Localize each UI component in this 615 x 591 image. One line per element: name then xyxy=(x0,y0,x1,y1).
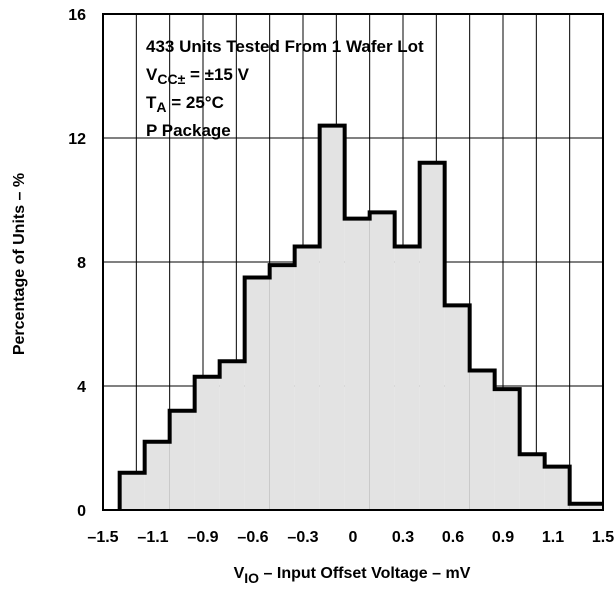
histogram-bar xyxy=(444,305,470,510)
histogram-bar xyxy=(394,246,420,510)
histogram-bar xyxy=(269,265,295,510)
histogram-bar xyxy=(119,472,145,510)
y-axis-label: Percentage of Units – % xyxy=(11,173,28,355)
x-tick-label: –0.6 xyxy=(237,529,268,546)
histogram-bar xyxy=(344,218,370,510)
y-axis-ticks: 0 4 8 12 16 xyxy=(68,7,86,520)
plot-frame xyxy=(102,13,604,511)
histogram-bar xyxy=(169,410,195,510)
y-tick-label: 16 xyxy=(68,7,86,24)
y-tick-label: 8 xyxy=(77,255,86,272)
histogram-bar xyxy=(369,212,395,510)
histogram-outline xyxy=(117,123,603,510)
histogram-bar xyxy=(144,441,170,510)
histogram-bar xyxy=(219,361,245,510)
x-tick-label: 0 xyxy=(349,529,358,546)
x-axis-ticks: –1.5 –1.1 –0.9 –0.6 –0.3 0 0.3 0.6 0.9 1.1 1.5 xyxy=(87,529,614,546)
x-tick-label: –0.3 xyxy=(287,529,318,546)
x-tick-label: 1.1 xyxy=(542,529,564,546)
y-tick-label: 4 xyxy=(77,379,86,396)
x-tick-label: 0.9 xyxy=(492,529,514,546)
histogram-bar xyxy=(494,389,520,510)
x-tick-label: –1.1 xyxy=(137,529,168,546)
histogram-bar xyxy=(544,466,570,510)
histogram-bar xyxy=(519,454,545,510)
histogram-bar xyxy=(569,503,603,510)
x-tick-label: 0.3 xyxy=(392,529,414,546)
x-tick-label: –1.5 xyxy=(87,529,118,546)
y-tick-label: 0 xyxy=(77,503,86,520)
chart-annotations: 433 Units Tested From 1 Wafer Lot VCC± =… xyxy=(146,37,424,140)
histogram-bar xyxy=(244,277,270,510)
histogram-bar xyxy=(419,162,445,511)
x-tick-label: –0.9 xyxy=(187,529,218,546)
x-axis-label: VIO – Input Offset Voltage – mV xyxy=(234,565,471,586)
x-tick-label: 1.5 xyxy=(592,529,614,546)
histogram-bar xyxy=(294,246,320,510)
histogram-bar xyxy=(194,376,220,510)
histogram-bar xyxy=(319,125,345,510)
annotation-temperature: TA = 25°C xyxy=(146,93,224,115)
histogram-bars xyxy=(119,125,603,511)
annotation-units: 433 Units Tested From 1 Wafer Lot xyxy=(146,37,424,56)
histogram-bar xyxy=(469,370,495,510)
y-tick-label: 12 xyxy=(68,131,86,148)
annotation-package: P Package xyxy=(146,121,231,140)
annotation-supply: VCC± = ±15 V xyxy=(146,65,250,87)
x-tick-label: 0.6 xyxy=(442,529,464,546)
